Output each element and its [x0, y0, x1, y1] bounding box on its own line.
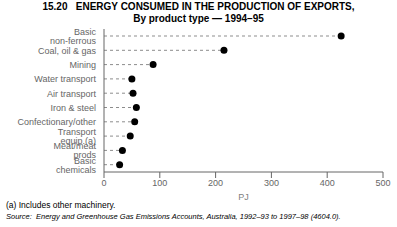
svg-text:Coal, oil & gas: Coal, oil & gas: [38, 46, 97, 56]
svg-text:Water transport: Water transport: [34, 74, 96, 84]
svg-text:Air transport: Air transport: [47, 89, 97, 99]
svg-text:500: 500: [375, 178, 389, 188]
svg-text:Iron & steel: Iron & steel: [50, 103, 96, 113]
svg-text:Basicchemicals: Basicchemicals: [56, 156, 97, 175]
svg-text:200: 200: [208, 178, 223, 188]
svg-text:400: 400: [320, 178, 335, 188]
svg-text:100: 100: [152, 178, 167, 188]
svg-text:Confectionary/other: Confectionary/other: [17, 117, 96, 127]
svg-text:Basicnon-ferrous: Basicnon-ferrous: [50, 27, 97, 46]
svg-text:300: 300: [264, 178, 279, 188]
svg-text:Mining: Mining: [69, 60, 96, 70]
svg-text:PJ: PJ: [238, 192, 249, 200]
svg-text:0: 0: [101, 178, 106, 188]
